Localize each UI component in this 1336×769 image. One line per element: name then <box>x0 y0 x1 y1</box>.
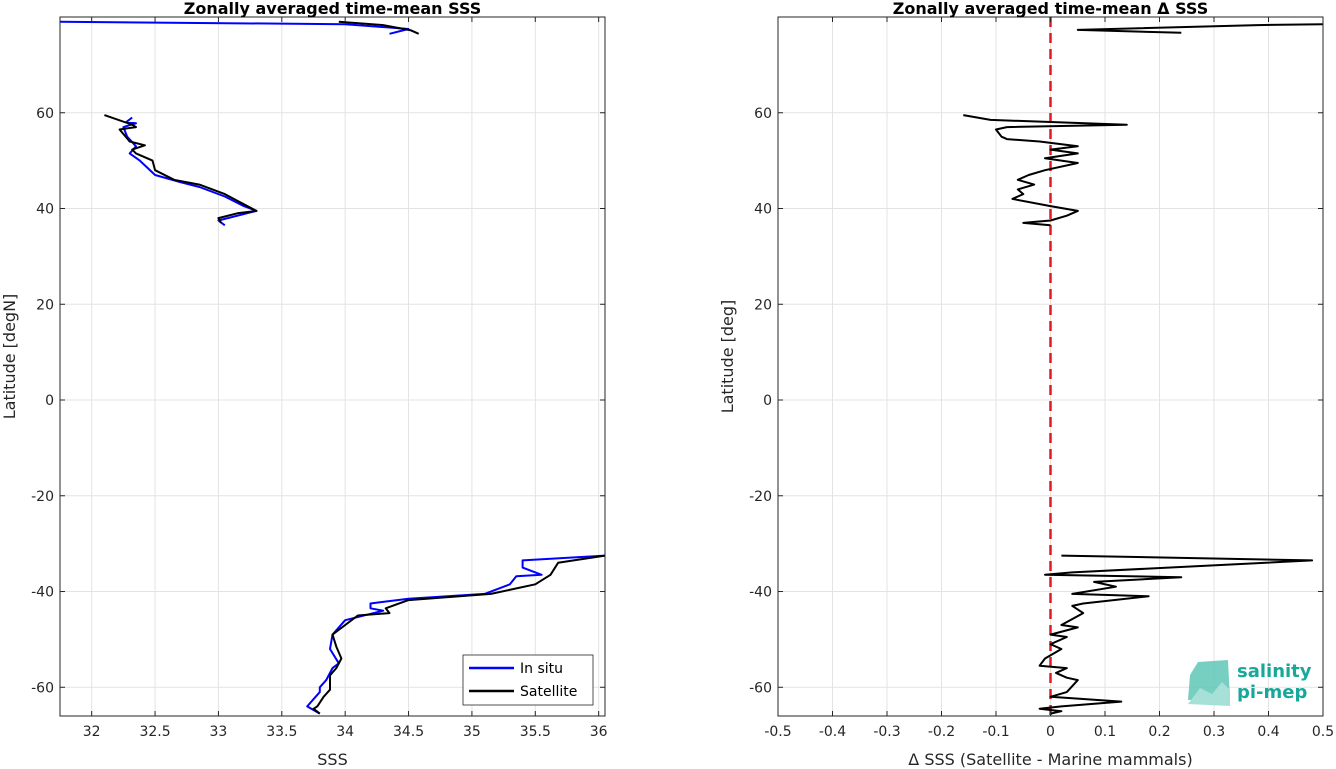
sss-chart-title: Zonally averaged time-mean SSS <box>184 0 482 18</box>
x-tick-label: 0.4 <box>1257 724 1279 740</box>
axes-box <box>59 16 606 717</box>
x-tick-label: 0.2 <box>1148 724 1170 740</box>
y-tick-label: 20 <box>36 297 54 313</box>
y-tick-label: -20 <box>31 489 54 505</box>
logo-mark-wave <box>1188 682 1230 706</box>
delta-sss-chart-title: Zonally averaged time-mean Δ SSS <box>893 0 1209 18</box>
y-tick-label: 40 <box>36 202 54 218</box>
x-tick-label: 0.1 <box>1094 724 1116 740</box>
legend-box <box>462 654 594 706</box>
legend: In situ Satellite <box>462 654 594 706</box>
legend-label-in-situ: In situ <box>520 661 563 677</box>
delta-sss-y-axis-label: Latitude [deg] <box>718 300 737 414</box>
y-tick-label: 40 <box>754 202 772 218</box>
logo-line-2: pi-mep <box>1237 682 1307 703</box>
sss-panel: 32 32.5 33 33.5 34 34.5 35 35.5 36 -60 -40 -20 0 20 40… <box>0 0 608 769</box>
logo-line-1: salinity <box>1237 661 1312 682</box>
sss-series-in-situ-segment-2 <box>306 554 606 715</box>
sss-series-in-situ-segment-0 <box>59 20 410 35</box>
y-tick-label: 20 <box>754 297 772 313</box>
sss-series-satellite-segment-1 <box>104 114 258 224</box>
legend-label-satellite: Satellite <box>520 684 577 700</box>
y-tick-label: 60 <box>754 106 772 122</box>
x-tick-label: -0.4 <box>819 724 846 740</box>
x-tick-label: -0.2 <box>928 724 955 740</box>
y-tick-label: 60 <box>36 106 54 122</box>
x-tick-label: 36 <box>590 724 608 740</box>
sss-y-axis-label: Latitude [degN] <box>0 294 19 420</box>
y-tick-label: -20 <box>749 489 772 505</box>
x-tick-label: 35 <box>463 724 481 740</box>
delta-sss-series-line-segment-2 <box>1038 554 1314 715</box>
sss-series-in-situ-segment-1 <box>122 116 258 227</box>
delta-sss-series-line-segment-1 <box>963 114 1128 227</box>
y-tick-label: 0 <box>45 393 54 409</box>
x-tick-label: 32 <box>83 724 101 740</box>
delta-sss-panel: -0.5 -0.4 -0.3 -0.2 -0.1 0 0.1 0.2 0.3 0.4 0.5 -60 -… <box>718 0 1334 769</box>
y-tick-label: 0 <box>763 393 772 409</box>
sss-series-satellite-segment-0 <box>338 20 420 35</box>
y-tick-label: -40 <box>31 585 54 601</box>
delta-sss-x-axis-label: Δ SSS (Satellite - Marine mammals) <box>908 750 1192 769</box>
x-tick-label: 35.5 <box>520 724 551 740</box>
x-tick-label: -0.5 <box>764 724 791 740</box>
x-tick-label: -0.1 <box>982 724 1009 740</box>
sss-series-satellite-segment-2 <box>312 554 606 715</box>
y-tick-label: -60 <box>31 680 54 696</box>
x-tick-label: 0.3 <box>1203 724 1225 740</box>
y-tick-label: -60 <box>749 680 772 696</box>
x-tick-label: 33 <box>210 724 228 740</box>
x-tick-label: 34 <box>336 724 354 740</box>
x-tick-label: -0.3 <box>873 724 900 740</box>
sss-x-axis-label: SSS <box>317 750 347 769</box>
x-tick-label: 32.5 <box>139 724 170 740</box>
x-tick-label: 34.5 <box>393 724 424 740</box>
y-tick-label: -40 <box>749 585 772 601</box>
x-tick-label: 33.5 <box>266 724 297 740</box>
salinity-pi-mep-logo: salinity pi-mep <box>1188 660 1312 706</box>
x-tick-label: 0 <box>1046 724 1055 740</box>
x-tick-label: 0.5 <box>1312 724 1334 740</box>
delta-sss-series-line-segment-0 <box>1076 23 1324 34</box>
